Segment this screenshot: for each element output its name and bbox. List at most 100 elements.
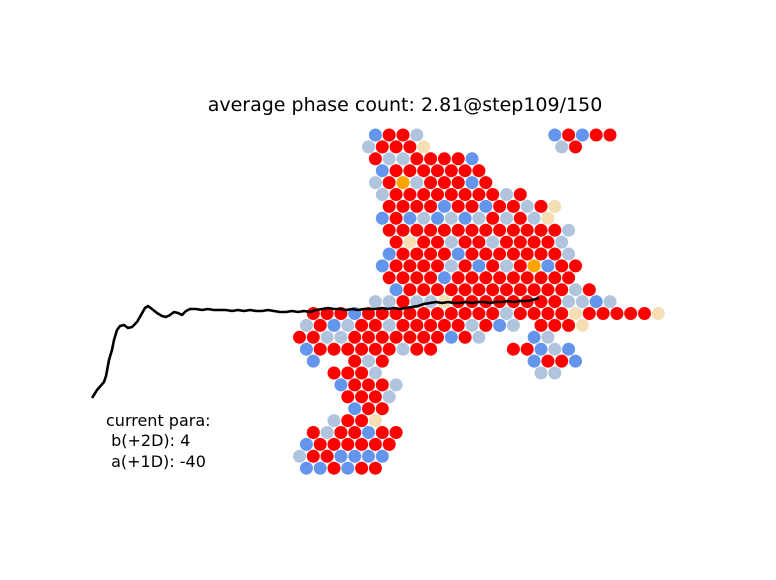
hex-cell [624,307,638,320]
hex-cell [375,402,389,416]
hex-cell [382,437,396,451]
hex-cell [389,307,403,320]
hex-cell [513,259,527,273]
hex-cell [410,247,424,261]
hex-cell [375,140,389,154]
hex-cell [355,366,369,380]
hex-cell [396,176,410,190]
hex-cell [410,223,424,237]
hex-cell [534,342,548,356]
hex-cell [417,211,431,225]
hex-cell [541,283,555,297]
hex-cell [431,259,444,273]
hex-cell [403,259,417,273]
hex-cell [506,223,520,237]
hex-cell [472,211,486,225]
hex-cell [389,378,403,392]
hex-cell [451,176,465,190]
hex-cell [431,164,444,178]
hex-cell [410,152,424,166]
hex-cell [355,437,369,451]
hex-cell [382,199,396,213]
hex-cell [382,247,396,261]
hex-cell [513,211,527,225]
hex-cell [375,449,389,463]
hex-cell [403,140,417,154]
hex-cell [327,318,341,332]
chart-title: average phase count: 2.81@step109/150 [208,94,603,116]
hex-cell [341,318,355,332]
hex-cell [382,295,396,309]
hex-cell [313,318,327,332]
hex-cell [520,199,534,213]
hex-cell [465,199,479,213]
hex-cell [541,354,555,368]
hex-cell [444,211,458,225]
hex-cell [458,235,472,249]
hex-cell [500,235,513,249]
hex-cell [548,271,562,285]
hex-cell [389,140,403,154]
hex-cell [293,330,306,344]
hex-cell [424,176,438,190]
hex-cell [472,164,486,178]
hex-cell [486,188,500,201]
hex-cell [403,330,417,344]
hex-cell [534,199,548,213]
hex-cell [548,247,562,261]
hex-cell [306,330,320,344]
hex-cell [403,188,417,201]
hex-cell [444,307,458,320]
hex-cell [472,188,486,201]
hex-cell [396,128,410,142]
hex-cell [437,223,451,237]
hex-cell [306,354,320,368]
hex-cell [527,259,541,273]
hex-cell [348,378,362,392]
hex-cell [368,342,382,356]
hex-cell [451,271,465,285]
hex-cell [534,271,548,285]
hex-cell [506,342,520,356]
hex-cell [437,152,451,166]
hex-cell [306,449,320,463]
hex-cell [396,152,410,166]
hex-cell [299,342,313,356]
hex-cell [493,247,507,261]
hex-cell [403,307,417,320]
hex-cell [569,283,582,297]
hex-cell [486,235,500,249]
hex-cell [527,235,541,249]
hex-cell [403,211,417,225]
hex-cell [348,354,362,368]
hex-cell [396,247,410,261]
hex-cell [513,283,527,297]
hex-cell [389,188,403,201]
hex-cell [465,223,479,237]
hex-cell [444,164,458,178]
hex-cell [396,342,410,356]
hex-cell [396,223,410,237]
hex-cell [320,330,334,344]
hex-cell [527,330,541,344]
hex-cell [424,152,438,166]
hex-cell [520,223,534,237]
hex-cell [389,330,403,344]
hex-cell [493,318,507,332]
hex-cell [375,426,389,439]
hex-cell [486,307,500,320]
hex-cell [320,307,334,320]
hex-cell [396,318,410,332]
hex-cell [479,199,493,213]
hex-cell [589,128,603,142]
hex-cell [424,199,438,213]
hex-cell [417,235,431,249]
hex-cell [555,259,569,273]
hex-cell [320,426,334,439]
hex-cell [493,199,507,213]
hex-cell [313,342,327,356]
trajectory-line [90,296,540,399]
hex-cell [534,247,548,261]
hex-cell [555,283,569,297]
